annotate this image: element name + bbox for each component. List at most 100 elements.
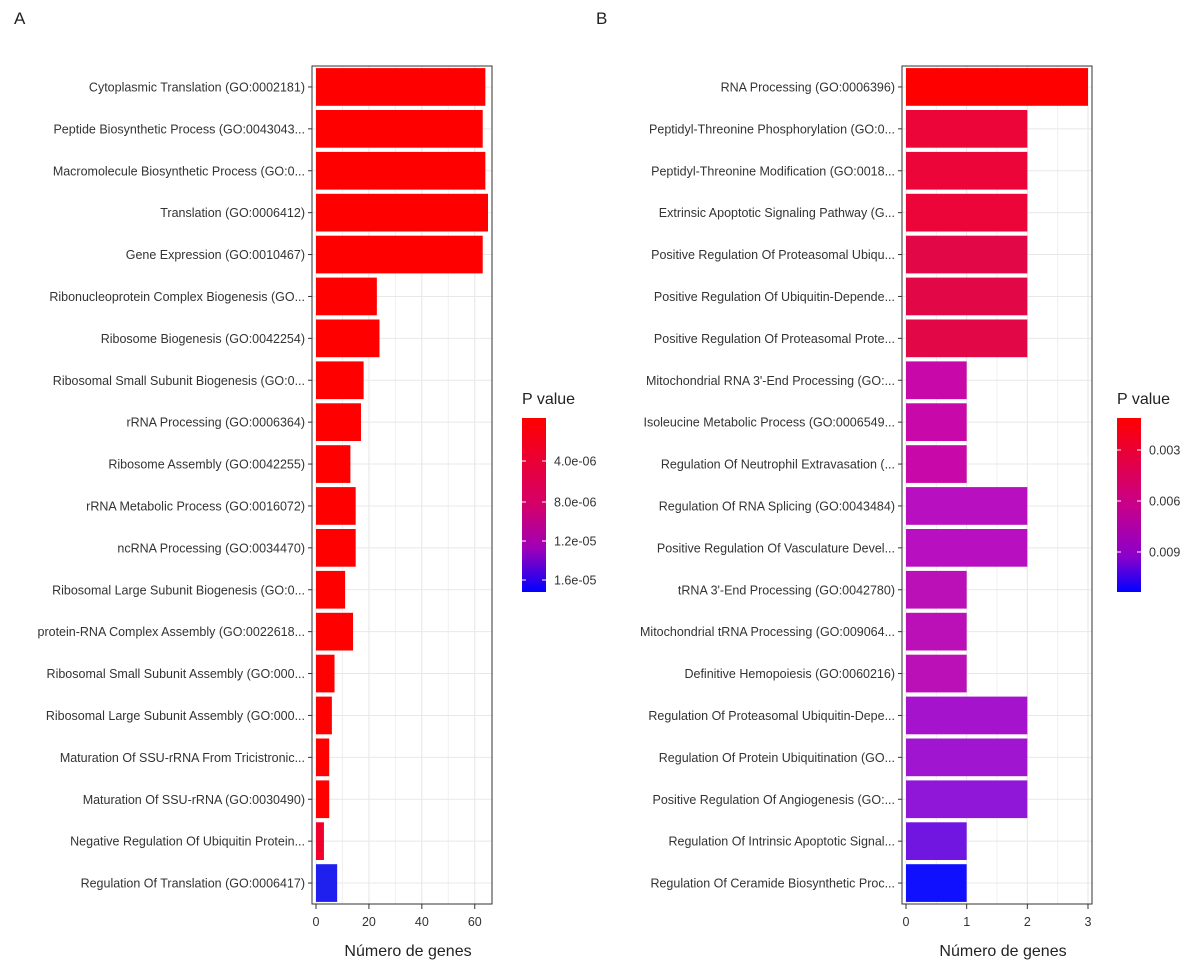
panel-b-letter: B (596, 9, 607, 28)
panel-a-category-label: Ribonucleoprotein Complex Biogenesis (GO… (49, 290, 305, 304)
panel-b-bar (906, 864, 967, 902)
panel-a-category-label: Ribosomal Small Subunit Assembly (GO:000… (47, 667, 305, 681)
panel-b-category-label: Positive Regulation Of Proteasomal Prote… (654, 332, 895, 346)
panel-a-bar (316, 361, 364, 400)
panel-a-category-label: Macromolecule Biosynthetic Process (GO:0… (53, 164, 305, 178)
panel-a-x-tick-label: 20 (362, 915, 376, 929)
panel-b-bar (906, 696, 1028, 735)
panel-b-bar (906, 570, 967, 609)
panel-a-bar (316, 109, 483, 148)
panel-b-category-label: Regulation Of Neutrophil Extravasation (… (661, 458, 895, 472)
panel-a-category-label: Ribosomal Small Subunit Biogenesis (GO:0… (53, 374, 305, 388)
panel-a-bar (316, 780, 330, 819)
panel-a-category-label: Ribosomal Large Subunit Biogenesis (GO:0… (52, 583, 305, 597)
panel-a-bar (316, 612, 354, 651)
panel-b-bar (906, 528, 1028, 567)
panel-b-x-tick-label: 0 (903, 915, 910, 929)
panel-a-category-label: Ribosome Biogenesis (GO:0042254) (101, 332, 305, 346)
panel-b-bar (906, 109, 1028, 148)
panel-b-x-tick-label: 1 (963, 915, 970, 929)
panel-b-legend-tick-label: 0.006 (1149, 495, 1180, 509)
panel-a-legend-tick-label: 1.6e-05 (554, 574, 596, 588)
panel-a-legend-colorbar (522, 418, 546, 592)
panel-a-legend-title: P value (522, 391, 575, 408)
panel-a-bar (316, 445, 351, 483)
panel-b-bar (906, 654, 967, 693)
panel-a-plot-area (312, 66, 492, 904)
panel-a-bar (316, 277, 377, 316)
panel-a-x-tick-label: 60 (468, 915, 482, 929)
panel-b-bar (906, 193, 1028, 232)
panel-a-bar (316, 403, 361, 442)
panel-b-category-label: Positive Regulation Of Ubiquitin-Depende… (654, 290, 895, 304)
panel-b-bar (906, 277, 1028, 316)
panel-b-category-label: Regulation Of Protein Ubiquitination (GO… (659, 751, 895, 765)
panel-a-bar (316, 654, 335, 693)
panel-b-bar (906, 235, 1028, 274)
panel-b-border (901, 65, 1093, 905)
panel-a-category-label: rRNA Processing (GO:0006364) (126, 416, 305, 430)
panel-b-bar (906, 780, 1028, 819)
panel-a-bar (316, 235, 483, 274)
panel-a-category-label: protein-RNA Complex Assembly (GO:0022618… (38, 625, 305, 639)
panel-b-category-label: Peptidyl-Threonine Phosphorylation (GO:0… (649, 122, 895, 136)
panel-a-bar (316, 319, 380, 358)
panel-a-category-label: Maturation Of SSU-rRNA From Tricistronic… (60, 751, 305, 765)
panel-b-bar (906, 68, 1088, 106)
panel-b-x-tick-label: 2 (1024, 915, 1031, 929)
panel-a-category-label: Ribosome Assembly (GO:0042255) (108, 458, 305, 472)
panel-a-category-label: Peptide Biosynthetic Process (GO:0043043… (53, 122, 305, 136)
panel-a-category-label: ncRNA Processing (GO:0034470) (117, 541, 305, 555)
panel-b-category-label: Regulation Of Proteasomal Ubiquitin-Depe… (648, 709, 895, 723)
panel-a-bar (316, 151, 486, 190)
panel-b-x-axis-title: Número de genes (939, 943, 1066, 960)
panel-b-category-label: Definitive Hemopoiesis (GO:0060216) (684, 667, 895, 681)
panel-b-category-label: Isoleucine Metabolic Process (GO:0006549… (643, 416, 895, 430)
panel-b-category-label: Positive Regulation Of Proteasomal Ubiqu… (651, 248, 895, 262)
panel-a-border (311, 65, 493, 905)
panel-b-legend-tick-label: 0.003 (1149, 444, 1180, 458)
panel-a-category-label: rRNA Metabolic Process (GO:0016072) (86, 499, 305, 513)
panel-a-category-label: Maturation Of SSU-rRNA (GO:0030490) (83, 793, 305, 807)
panel-a-category-label: Ribosomal Large Subunit Assembly (GO:000… (46, 709, 305, 723)
panel-b-category-label: Regulation Of Ceramide Biosynthetic Proc… (650, 877, 895, 891)
panel-b-category-label: Positive Regulation Of Vasculature Devel… (657, 541, 895, 555)
panel-a-x-tick-label: 40 (415, 915, 429, 929)
panel-b-bar (906, 612, 967, 651)
panel-b-bar (906, 151, 1028, 190)
panel-a-bar (316, 738, 330, 777)
panel-a-category-label: Translation (GO:0006412) (160, 206, 305, 220)
panel-b-bar (906, 738, 1028, 777)
panel-b-legend-colorbar (1117, 418, 1141, 592)
panel-b-x-tick-label: 3 (1085, 915, 1092, 929)
panel-b-category-label: Peptidyl-Threonine Modification (GO:0018… (651, 164, 895, 178)
panel-a-bar (316, 696, 332, 735)
panel-a-bar (316, 570, 346, 609)
panel-b-category-label: Positive Regulation Of Angiogenesis (GO:… (653, 793, 896, 807)
panel-b-category-label: Mitochondrial tRNA Processing (GO:009064… (640, 625, 895, 639)
panel-b-category-label: Regulation Of RNA Splicing (GO:0043484) (659, 499, 895, 513)
panel-a-bar (316, 193, 488, 232)
panel-b-category-label: Regulation Of Intrinsic Apoptotic Signal… (668, 835, 895, 849)
panel-b-legend-title: P value (1117, 391, 1170, 408)
panel-b-category-label: Extrinsic Apoptotic Signaling Pathway (G… (659, 206, 895, 220)
panel-b-bar (906, 487, 1028, 525)
panel-a-x-axis-title: Número de genes (344, 943, 471, 960)
panel-b-bar (906, 319, 1028, 358)
panel-b-legend-tick-label: 0.009 (1149, 546, 1180, 560)
panel-a-letter: A (14, 9, 26, 28)
panel-b-bar (906, 822, 967, 861)
panel-b-chart: RNA Processing (GO:0006396) Peptidyl-Thre… (640, 65, 1180, 960)
panel-a-category-label: Negative Regulation Of Ubiquitin Protein… (70, 835, 305, 849)
panel-a-chart: Cytoplasmic Translation (GO:0002181) Pept… (38, 65, 596, 960)
panel-a-bar (316, 487, 356, 525)
panel-a-legend-tick-label: 8.0e-06 (554, 496, 596, 510)
panel-a-legend-tick-label: 1.2e-05 (554, 535, 596, 549)
panel-b-bar (906, 361, 967, 400)
panel-a-bar (316, 528, 356, 567)
panel-a-bar (316, 822, 324, 861)
panel-a-bar (316, 68, 486, 106)
panel-a-legend-tick-label: 4.0e-06 (554, 455, 596, 469)
panel-a-bar (316, 864, 338, 902)
